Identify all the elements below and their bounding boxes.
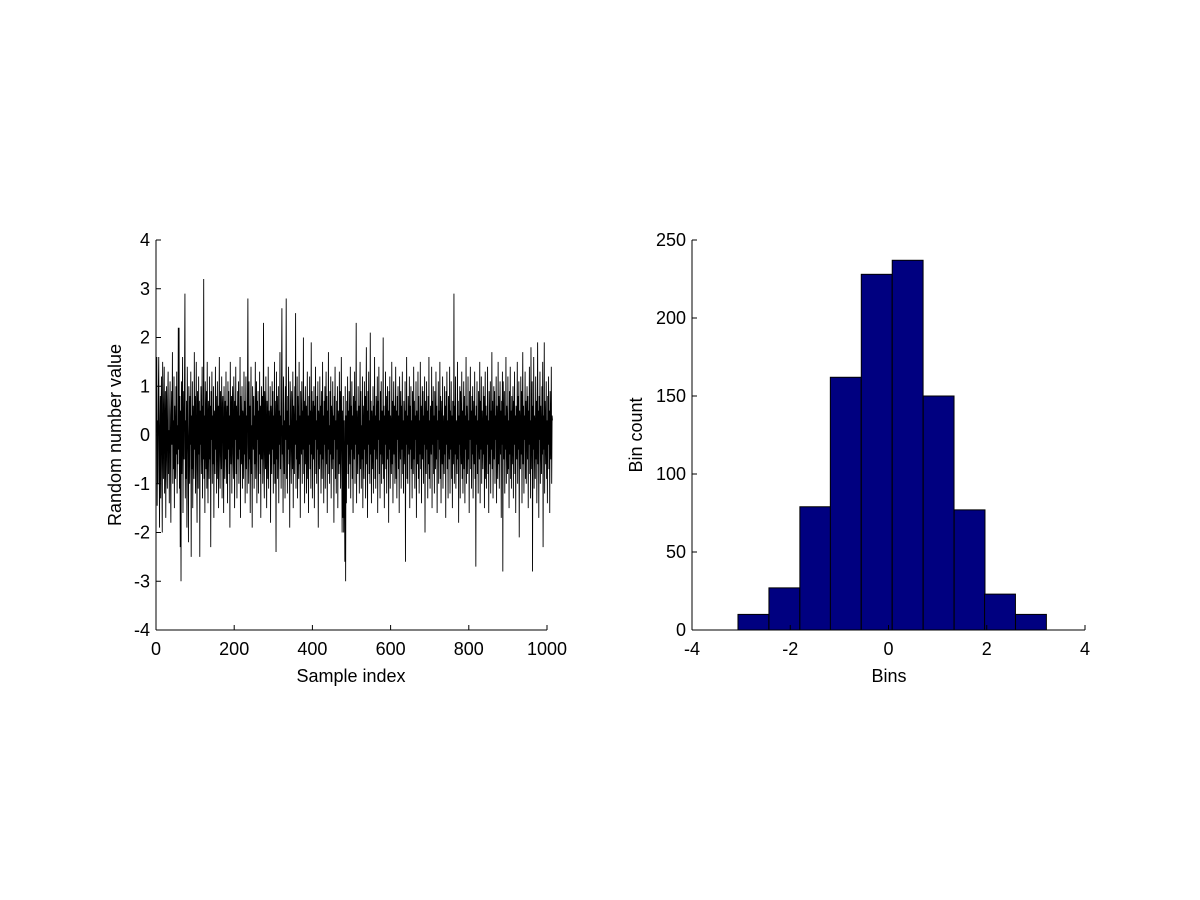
histogram-y-axis-label: Bin count (626, 397, 646, 472)
histogram-y-tick-label: 100 (656, 464, 686, 484)
histogram-bar (737, 613, 770, 631)
histogram-bar (891, 259, 924, 631)
line-chart-x-tick-label: 600 (376, 639, 406, 659)
histogram-bar (799, 506, 832, 631)
line-chart-y-tick-label: -3 (134, 571, 150, 591)
line-series (155, 278, 553, 582)
histogram-chart: -4 -2 0 2 4 0 50 100 150 200 250 Bins Bin count (626, 230, 1090, 686)
line-series-container (155, 278, 553, 582)
histogram-y-tick-label: 150 (656, 386, 686, 406)
line-chart-y-tick-label: -4 (134, 620, 150, 640)
line-chart-x-tick-label: 400 (297, 639, 327, 659)
histogram-x-tick-label: 4 (1080, 639, 1090, 659)
histogram-y-tick-label: 0 (676, 620, 686, 640)
line-chart-y-axis-label: Random number value (105, 344, 125, 526)
histogram-bar (768, 587, 801, 631)
histogram-bar (1015, 613, 1047, 631)
histogram-y-tick-label: 250 (656, 230, 686, 250)
histogram-bar (953, 509, 986, 631)
histogram-bar (829, 376, 862, 631)
histogram-bars-container (737, 259, 1047, 631)
line-chart-y-tick-label: 1 (140, 376, 150, 396)
line-chart-y-tick-label: -1 (134, 474, 150, 494)
histogram-axes (691, 239, 1086, 631)
line-chart-x-tick-label: 800 (454, 639, 484, 659)
line-chart-y-tick-label: 2 (140, 328, 150, 348)
histogram-y-tick-label: 50 (666, 542, 686, 562)
histogram-x-tick-label: -4 (684, 639, 700, 659)
histogram-bar (922, 395, 955, 631)
line-chart-y-tick-label: 0 (140, 425, 150, 445)
line-chart-x-tick-label: 200 (219, 639, 249, 659)
line-chart-x-tick-label: 0 (151, 639, 161, 659)
line-chart-tick-labels: 0 200 400 600 800 1000 -4 -3 -2 -1 0 1 2 3 4 (134, 230, 567, 659)
line-chart-y-tick-label: -2 (134, 523, 150, 543)
histogram-x-axis-label: Bins (871, 666, 906, 686)
histogram-x-tick-label: 2 (982, 639, 992, 659)
line-chart-axes (155, 239, 548, 631)
line-chart-x-tick-label: 1000 (527, 639, 567, 659)
line-chart-y-tick-label: 4 (140, 230, 150, 250)
histogram-y-tick-label: 200 (656, 308, 686, 328)
histogram-x-tick-label: 0 (883, 639, 893, 659)
histogram-bar (860, 273, 893, 631)
line-chart-x-axis-label: Sample index (296, 666, 405, 686)
histogram-tick-labels: -4 -2 0 2 4 0 50 100 150 200 250 (656, 230, 1090, 659)
histogram-x-tick-label: -2 (782, 639, 798, 659)
line-chart: 0 200 400 600 800 1000 -4 -3 -2 -1 0 1 2 3 4 Sample in… (105, 230, 567, 686)
line-chart-y-tick-label: 3 (140, 279, 150, 299)
histogram-bar (984, 593, 1016, 631)
